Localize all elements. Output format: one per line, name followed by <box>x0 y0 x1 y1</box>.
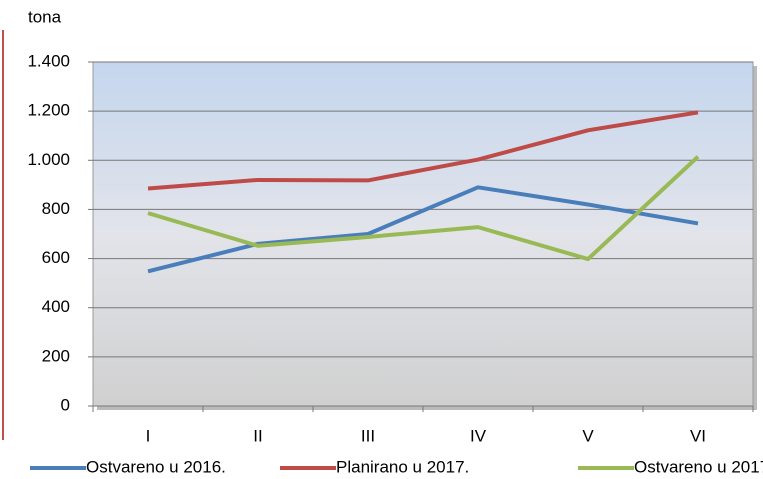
y-tick-label: 1.400 <box>27 51 70 70</box>
legend-label: Ostvareno u 2016. <box>86 457 226 476</box>
x-tick-label: I <box>146 426 151 445</box>
series-line <box>147 155 700 262</box>
x-tick-label: IV <box>470 426 487 445</box>
legend-label: Ostvareno u 2017. <box>634 457 763 476</box>
x-tick-label: II <box>253 426 262 445</box>
y-tick-label: 600 <box>42 248 70 267</box>
legend-label: Planirano u 2017. <box>336 457 469 476</box>
series-line <box>147 185 699 274</box>
x-tick-label: VI <box>690 426 706 445</box>
y-tick-label: 800 <box>42 199 70 218</box>
y-tick-label: 1.000 <box>27 150 70 169</box>
series-line <box>147 110 699 191</box>
y-tick-label: 1.200 <box>27 101 70 120</box>
x-tick-label: V <box>582 426 594 445</box>
y-tick-label: 400 <box>42 297 70 316</box>
y-tick-label: 0 <box>61 395 70 414</box>
x-tick-label: III <box>361 426 375 445</box>
y-axis-label: tona <box>28 7 62 26</box>
y-tick-label: 200 <box>42 346 70 365</box>
